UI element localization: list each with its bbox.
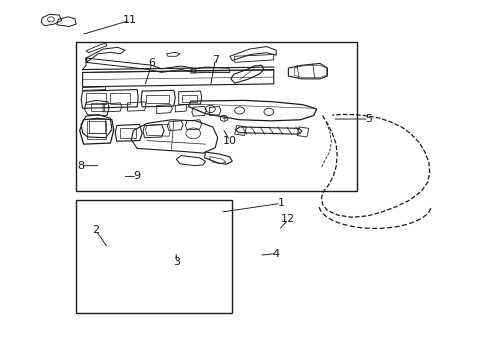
Text: 2: 2: [92, 225, 99, 235]
Text: 3: 3: [172, 257, 180, 267]
Text: 10: 10: [223, 136, 236, 145]
Bar: [146, 95, 169, 103]
Bar: [89, 119, 105, 133]
Bar: [182, 95, 196, 102]
Text: 12: 12: [281, 215, 295, 224]
Bar: [87, 121, 106, 139]
Bar: [76, 42, 356, 191]
Bar: [76, 200, 232, 313]
Text: 1: 1: [277, 198, 284, 208]
Text: 8: 8: [78, 161, 84, 171]
Text: 7: 7: [211, 55, 218, 65]
Text: 5: 5: [365, 114, 371, 124]
Bar: [86, 93, 105, 104]
Text: 9: 9: [133, 171, 141, 181]
Text: 11: 11: [122, 15, 137, 26]
Bar: [120, 129, 136, 138]
Bar: [110, 93, 130, 104]
Text: 4: 4: [272, 248, 279, 258]
Bar: [91, 103, 103, 111]
Text: 6: 6: [148, 58, 155, 68]
